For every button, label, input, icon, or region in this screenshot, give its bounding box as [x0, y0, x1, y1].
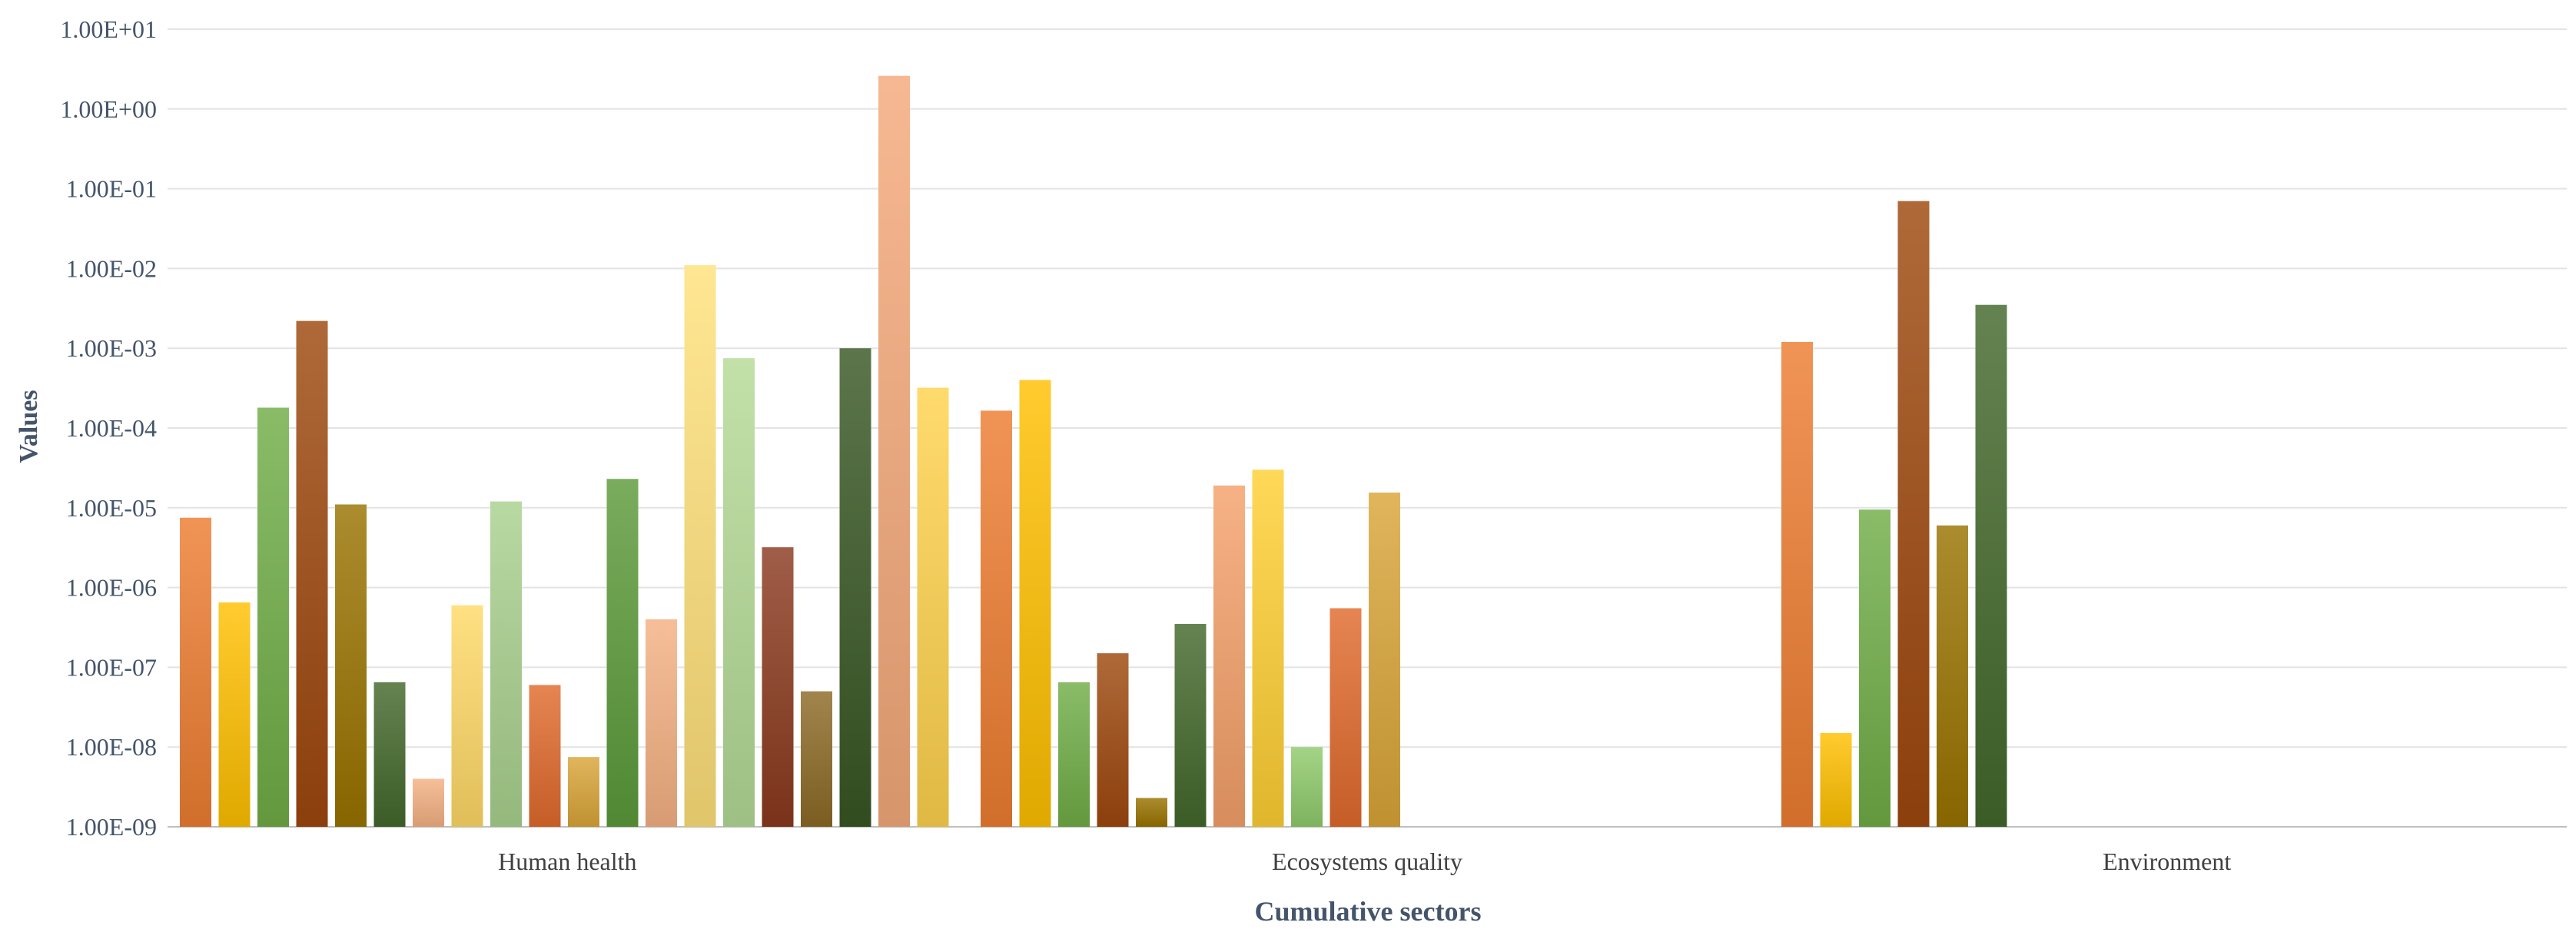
- bar-human-health-19: [878, 75, 910, 827]
- y-axis-title: Values: [15, 390, 43, 463]
- y-tick-label: 1.00E-03: [66, 334, 157, 362]
- x-tick-label: Ecosystems quality: [1272, 848, 1462, 875]
- bar-human-health-5: [335, 504, 367, 827]
- y-tick-label: 1.00E-06: [66, 574, 157, 602]
- gridlines: [168, 28, 2567, 828]
- bar-environment-6: [1975, 304, 2007, 828]
- bar-human-health-7: [413, 778, 444, 827]
- bar-ecosystems-quality-11: [1369, 493, 1400, 827]
- y-tick-label: 1.00E+00: [60, 95, 157, 123]
- y-tick-label: 1.00E-05: [66, 494, 157, 522]
- x-axis-title: Cumulative sectors: [1255, 896, 1482, 927]
- bar-ecosystems-quality-2: [1019, 380, 1051, 827]
- bar-human-health-10: [529, 685, 561, 827]
- bar-ecosystems-quality-7: [1213, 485, 1245, 827]
- x-tick-label: Environment: [2103, 848, 2231, 875]
- bar-ecosystems-quality-6: [1174, 623, 1207, 827]
- bar-ecosystems-quality-5: [1136, 798, 1167, 827]
- y-tick-label: 1.00E+01: [60, 15, 157, 43]
- bar-ecosystems-quality-8: [1252, 470, 1284, 827]
- y-tick-label: 1.00E-04: [66, 414, 157, 442]
- bar-human-health-8: [451, 605, 483, 827]
- x-tick-label: Human health: [498, 848, 636, 875]
- bar-environment-5: [1937, 525, 1968, 827]
- bar-ecosystems-quality-9: [1291, 747, 1323, 827]
- bar-ecosystems-quality-1: [981, 410, 1012, 827]
- bar-human-health-13: [646, 619, 677, 827]
- y-tick-label: 1.00E-09: [66, 813, 157, 841]
- bars: [180, 75, 2007, 828]
- bar-human-health-12: [606, 479, 639, 827]
- bar-ecosystems-quality-10: [1329, 608, 1362, 827]
- y-tick-label: 1.00E-02: [66, 254, 157, 282]
- bar-environment-1: [1781, 341, 1813, 828]
- axes: 1.00E-09 1.00E-08 1.00E-07 1.00E-06 1.00E-05…: [60, 15, 2231, 875]
- bar-human-health-4: [296, 320, 328, 828]
- bar-human-health-18: [839, 348, 871, 827]
- y-tick-label: 1.00E-07: [66, 653, 157, 681]
- bar-human-health-15: [723, 358, 755, 827]
- bar-ecosystems-quality-3: [1058, 682, 1090, 827]
- bar-environment-3: [1859, 509, 1891, 827]
- bar-human-health-2: [218, 602, 251, 827]
- bar-ecosystems-quality-4: [1097, 653, 1129, 827]
- bar-environment-2: [1820, 732, 1852, 827]
- bar-human-health-6: [373, 682, 406, 827]
- y-tick-label: 1.00E-08: [66, 733, 157, 761]
- bar-human-health-17: [801, 691, 832, 827]
- bar-human-health-14: [684, 265, 716, 828]
- bar-human-health-9: [490, 501, 522, 827]
- bar-human-health-11: [568, 757, 599, 827]
- bar-human-health-20: [917, 387, 949, 827]
- y-tick-label: 1.00E-01: [66, 175, 157, 203]
- bar-human-health-16: [762, 547, 794, 827]
- bar-human-health-1: [180, 517, 211, 827]
- bar-human-health-3: [257, 407, 289, 827]
- bar-environment-4: [1897, 201, 1930, 827]
